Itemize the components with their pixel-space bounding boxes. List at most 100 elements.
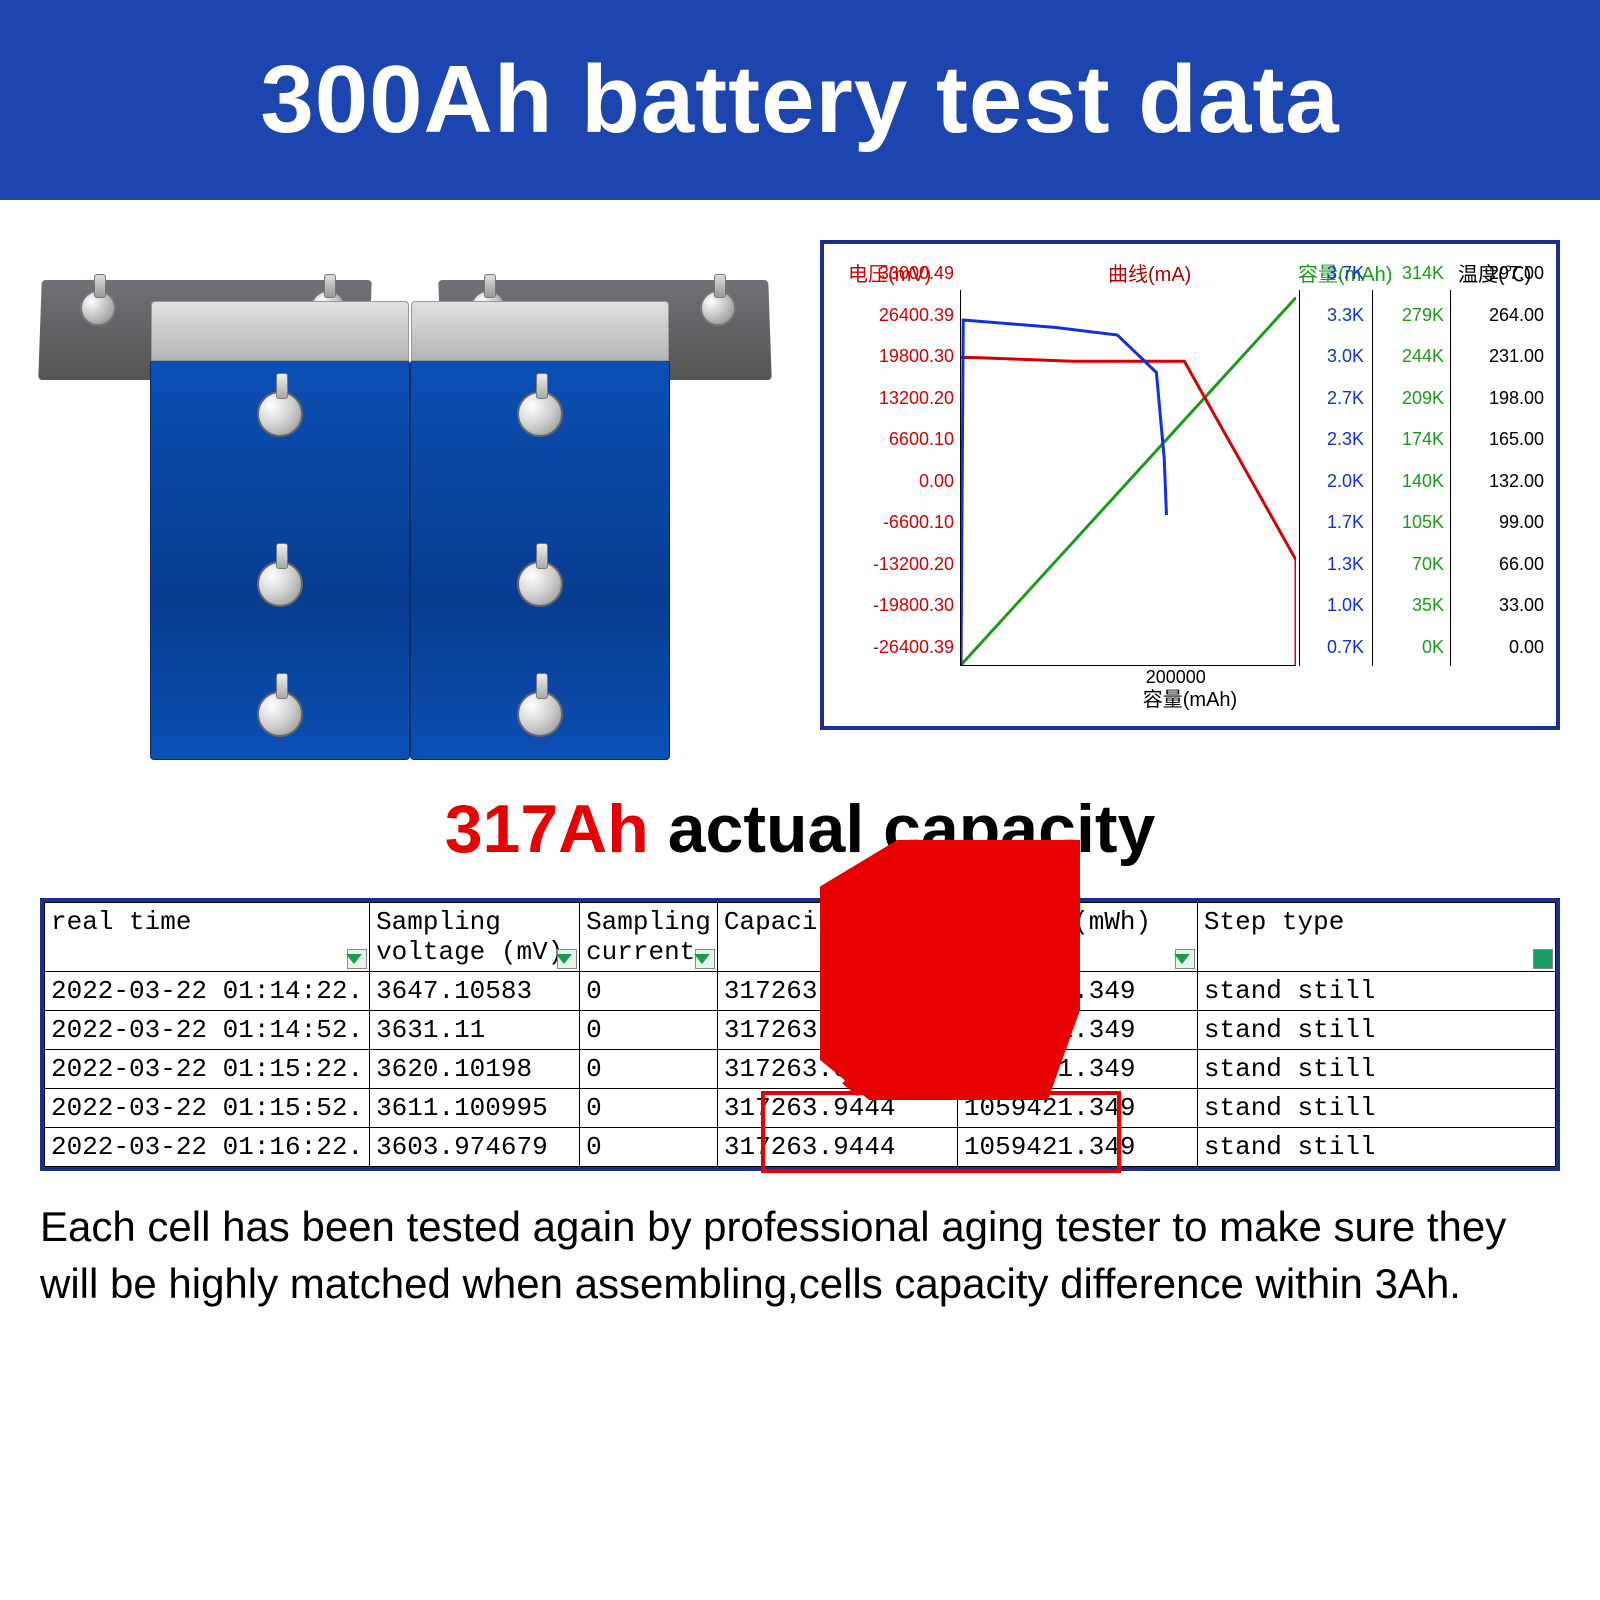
axis-tick: -6600.10 (834, 513, 954, 531)
axis-tick: 244K (1374, 347, 1444, 365)
axis-tick: 0.7K (1304, 638, 1364, 656)
axis-tick: 70K (1374, 555, 1444, 573)
table-cell: 0 (580, 972, 718, 1011)
th-label: real time (51, 907, 191, 937)
axis-tick: -13200.20 (834, 555, 954, 573)
table-row: 2022-03-22 01:14:52.3631.110317263.94441… (45, 1011, 1556, 1050)
table-cell: stand still (1197, 1050, 1555, 1089)
table-cell: 317263.9444 (717, 1128, 957, 1167)
table-cell: 0 (580, 1128, 718, 1167)
axis-tick: 2.3K (1304, 430, 1364, 448)
axis-tick: 1.3K (1304, 555, 1364, 573)
capacity-headline-value: 317Ah (445, 791, 649, 867)
table-row: 2022-03-22 01:14:22.3647.105830317263.94… (45, 972, 1556, 1011)
axis-tick: 279K (1374, 306, 1444, 324)
axis-tick: 132.00 (1454, 472, 1544, 490)
table-cell: 3603.974679 (370, 1128, 580, 1167)
table-cell: 1059421.349 (957, 1089, 1197, 1128)
axis-tick: 19800.30 (834, 347, 954, 365)
th-energy: Energy (mWh) (957, 903, 1197, 972)
footer-text: Each cell has been tested again by profe… (40, 1199, 1560, 1312)
filter-icon[interactable] (347, 949, 367, 969)
chart-panel: 电压(mV) 曲线(mA) 容量(mAh) 温度(℃) 33000.492640… (820, 240, 1560, 730)
battery-photo (40, 240, 780, 760)
table-row: 2022-03-22 01:16:22.3603.9746790317263.9… (45, 1128, 1556, 1167)
table-header-row: real time Sampling voltage (mV) Sampling… (45, 903, 1556, 972)
table-cell: 2022-03-22 01:15:52. (45, 1089, 370, 1128)
axis-tick: 35K (1374, 596, 1444, 614)
axis-tick: 264.00 (1454, 306, 1544, 324)
title-banner: 300Ah battery test data (0, 0, 1600, 200)
th-current: Sampling current (580, 903, 718, 972)
filter-icon[interactable] (1175, 949, 1195, 969)
axis-tick: -19800.30 (834, 596, 954, 614)
axis-temperature: 297.00264.00231.00198.00165.00132.0099.0… (1454, 264, 1544, 656)
axis-tick: 3.7K (1304, 264, 1364, 282)
th-voltage: Sampling voltage (mV) (370, 903, 580, 972)
axis-tick: 165.00 (1454, 430, 1544, 448)
th-label: Sampling (376, 907, 501, 937)
axis-tick: 105K (1374, 513, 1444, 531)
table-row: 2022-03-22 01:15:22.3620.101980317263.94… (45, 1050, 1556, 1089)
th-label: Sampling (586, 907, 711, 937)
axis-tick: 1.7K (1304, 513, 1364, 531)
table-cell: 0 (580, 1011, 718, 1050)
table-cell: 1059421.349 (957, 1011, 1197, 1050)
axis-tick: 2.0K (1304, 472, 1364, 490)
th-label: voltage (mV) (376, 937, 563, 967)
table-cell: 0 (580, 1089, 718, 1128)
table-cell: 317263.9444 (717, 1050, 957, 1089)
mid-section: 电压(mV) 曲线(mA) 容量(mAh) 温度(℃) 33000.492640… (0, 200, 1600, 780)
table-cell: 0 (580, 1050, 718, 1089)
axis-tick: 13200.20 (834, 389, 954, 407)
axis-tick: 0K (1374, 638, 1444, 656)
table-cell: 317263.9444 (717, 1011, 957, 1050)
th-label: Capacity (mAh) (724, 907, 942, 937)
axis-voltage: 33000.4926400.3919800.3013200.206600.100… (834, 264, 954, 656)
table-cell: stand still (1197, 972, 1555, 1011)
battery-cell-front-right (410, 360, 670, 760)
chart-header-current: 曲线(mA) (1108, 258, 1191, 287)
axis-tick: 33.00 (1454, 596, 1544, 614)
table-cell: stand still (1197, 1011, 1555, 1050)
table-cell: 2022-03-22 01:14:52. (45, 1011, 370, 1050)
th-step: Step type (1197, 903, 1555, 972)
axis-tick: 6600.10 (834, 430, 954, 448)
axis-capacity: 314K279K244K209K174K140K105K70K35K0K (1374, 264, 1444, 656)
filter-icon[interactable] (935, 949, 955, 969)
axis-tick: 174K (1374, 430, 1444, 448)
table-cell: 2022-03-22 01:15:22. (45, 1050, 370, 1089)
table-cell: 317263.9444 (717, 1089, 957, 1128)
page: 300Ah battery test data (0, 0, 1600, 1600)
table-row: 2022-03-22 01:15:52.3611.1009950317263.9… (45, 1089, 1556, 1128)
terminal-icon (517, 691, 563, 737)
th-real-time: real time (45, 903, 370, 972)
table-cell: 3611.100995 (370, 1089, 580, 1128)
table-cell: 2022-03-22 01:16:22. (45, 1128, 370, 1167)
table-body: 2022-03-22 01:14:22.3647.105830317263.94… (45, 972, 1556, 1167)
axis-tick: 3.0K (1304, 347, 1364, 365)
plot-area (960, 290, 1296, 666)
table-cell: 2022-03-22 01:14:22. (45, 972, 370, 1011)
axis-tick: 231.00 (1454, 347, 1544, 365)
axis-tick: 2.7K (1304, 389, 1364, 407)
terminal-icon (257, 561, 303, 607)
title-text: 300Ah battery test data (260, 45, 1339, 155)
capacity-headline-rest: actual capacity (649, 791, 1155, 867)
th-label: Energy (mWh) (964, 907, 1151, 937)
axis-tick: 314K (1374, 264, 1444, 282)
table-cell: 3620.10198 (370, 1050, 580, 1089)
table-cell: 1059421.349 (957, 972, 1197, 1011)
th-label: current (586, 937, 695, 967)
filter-icon[interactable] (557, 949, 577, 969)
axis-tick: 297.00 (1454, 264, 1544, 282)
axis-tick: 140K (1374, 472, 1444, 490)
table-cell: 1059421.349 (957, 1128, 1197, 1167)
terminal-icon (80, 290, 116, 326)
table-cell: 317263.9444 (717, 972, 957, 1011)
filter-icon[interactable] (1533, 949, 1553, 969)
table-cell: stand still (1197, 1089, 1555, 1128)
table-cell: 1059421.349 (957, 1050, 1197, 1089)
axis-tick: 0.00 (834, 472, 954, 490)
filter-icon[interactable] (695, 949, 715, 969)
